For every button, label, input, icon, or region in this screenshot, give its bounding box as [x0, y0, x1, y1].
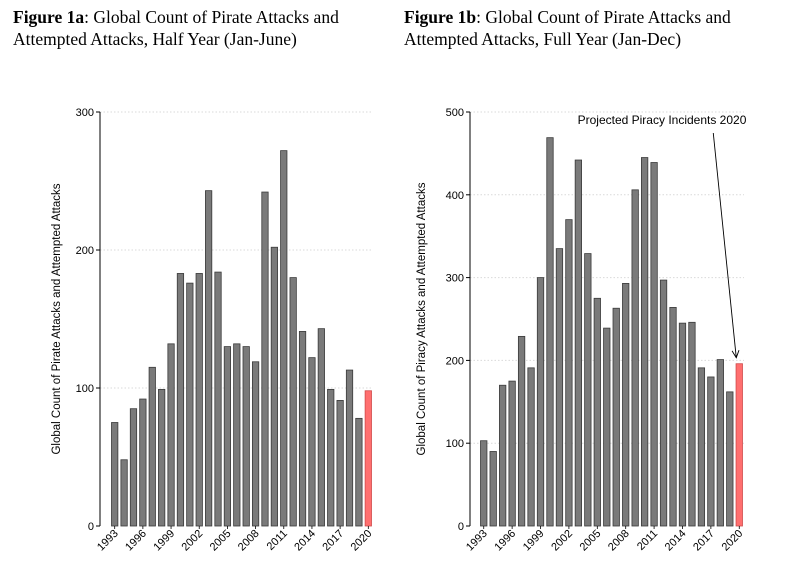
bar-2001: [555, 248, 564, 527]
bar-2002: [565, 219, 573, 527]
bar-1994: [120, 459, 128, 527]
bar-1993: [480, 440, 488, 527]
y-tick-label: 100: [76, 383, 94, 395]
y-tick-label: 100: [446, 438, 464, 450]
figure-1b-title: Figure 1b: Global Count of Pirate Attack…: [404, 6, 794, 50]
x-tick-label-2017: 2017: [691, 528, 717, 554]
figure-1a-title-rest: : Global Count of Pirate Attacks and Att…: [13, 7, 339, 49]
bar-2003: [205, 190, 213, 527]
x-tick-label-2005: 2005: [578, 528, 604, 554]
bar-2007: [612, 307, 620, 527]
bar-2007: [242, 346, 250, 527]
annotation-arrow-head: [731, 350, 740, 359]
bar-2017: [707, 376, 715, 527]
bar-1995: [129, 408, 138, 527]
bar-2018: [716, 359, 724, 527]
bar-2001: [186, 282, 194, 527]
y-tick-label: 0: [88, 521, 94, 533]
x-tick-label-1993: 1993: [464, 528, 490, 554]
bar-2015: [317, 328, 325, 527]
figure-1b-title-bold: Figure 1b: [404, 7, 477, 27]
figure-1b-title-rest: : Global Count of Pirate Attacks and Att…: [404, 7, 731, 49]
bar-2016: [697, 367, 706, 527]
bar-highlight-2020: [735, 363, 743, 527]
y-axis-label: Global Count of Pirate Attacks and Attem…: [51, 183, 63, 454]
bar-1999: [536, 277, 545, 527]
bar-2008: [622, 282, 630, 527]
bar-2016: [327, 388, 335, 527]
x-tick-label-2020: 2020: [720, 528, 746, 554]
bar-2009: [631, 189, 639, 527]
x-tick-label-1996: 1996: [492, 528, 518, 554]
bar-2015: [688, 321, 696, 527]
annotation-label: Projected Piracy Incidents 2020: [578, 113, 747, 127]
figure-1a-title-bold: Figure 1a: [13, 7, 85, 27]
bar-2004: [584, 253, 592, 527]
x-tick-label-2008: 2008: [606, 528, 632, 554]
bar-2006: [603, 327, 611, 527]
bar-2019: [355, 417, 363, 527]
bar-2005: [593, 297, 601, 527]
bar-2006: [233, 343, 241, 527]
bar-2003: [574, 159, 582, 527]
bar-2019: [726, 391, 734, 527]
bar-2012: [659, 279, 668, 527]
bar-1998: [527, 367, 535, 527]
y-tick-label: 0: [458, 521, 464, 533]
bar-2011: [650, 162, 658, 527]
bar-1998: [158, 388, 166, 527]
x-tick-label-2011: 2011: [635, 528, 660, 553]
bar-2012: [289, 277, 297, 527]
bar-2014: [678, 322, 687, 527]
bar-2004: [214, 271, 222, 527]
figure-1a-title: Figure 1a: Global Count of Pirate Attack…: [13, 6, 403, 50]
bar-2000: [546, 137, 554, 527]
x-tick-label-2002: 2002: [549, 528, 575, 554]
bar-2010: [641, 157, 649, 527]
y-tick-label: 300: [446, 273, 464, 285]
bar-2010: [270, 246, 278, 527]
y-axis-label: Global Count of Piracy Attacks and Attem…: [416, 182, 428, 455]
y-tick-label: 200: [446, 355, 464, 367]
bar-2000: [176, 273, 185, 527]
bar-1995: [499, 384, 507, 527]
y-tick-label: 400: [446, 190, 464, 202]
bar-2018: [345, 369, 354, 527]
bar-2013: [669, 307, 677, 527]
x-tick-label-2014: 2014: [663, 528, 689, 554]
bar-2013: [298, 331, 307, 527]
y-tick-label: 300: [76, 107, 94, 119]
bar-1997: [517, 335, 526, 527]
x-tick-label-1999: 1999: [521, 528, 547, 554]
y-tick-label: 500: [446, 107, 464, 119]
bar-1996: [508, 380, 516, 527]
bar-2009: [261, 191, 269, 527]
annotation-arrow-line: [712, 132, 737, 358]
bar-1997: [148, 366, 156, 527]
y-tick-label: 200: [76, 245, 94, 257]
bar-1994: [489, 451, 497, 527]
